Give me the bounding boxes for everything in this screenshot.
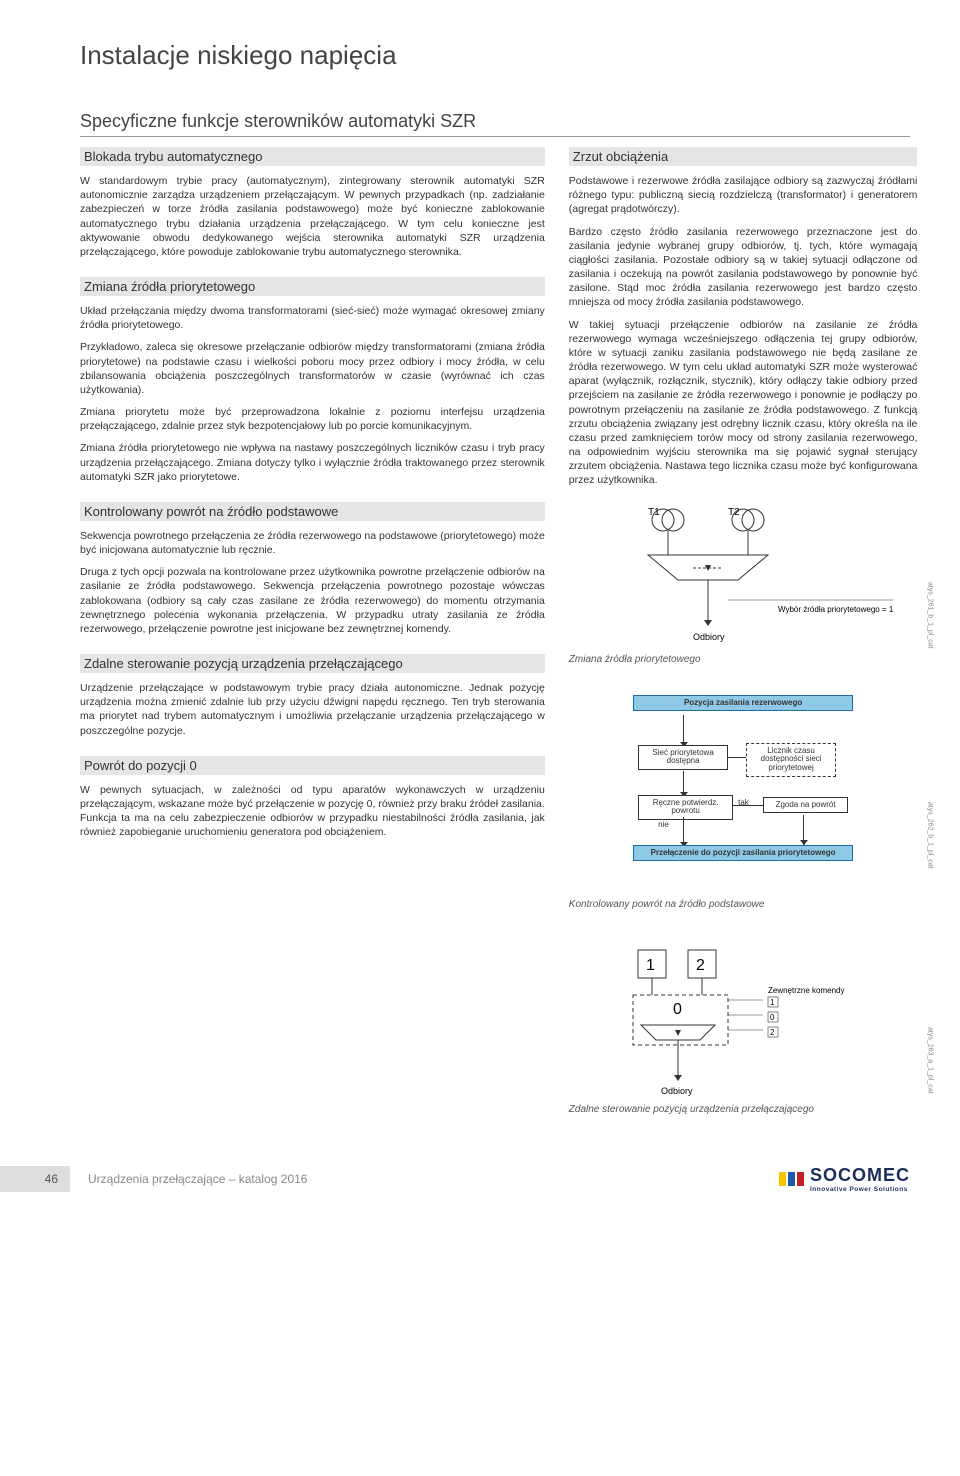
section-title: Specyficzne funkcje sterowników automaty… [80,111,910,137]
label-ext: Zewnętrzne komendy [768,986,844,995]
subheading-kontrolowany: Kontrolowany powrót na źródło podstawowe [80,502,545,521]
sidenote-2: atys_262_b_1_pl_cat [926,802,933,869]
caption-1: Zmiana źródła priorytetowego [569,654,918,665]
label-choice: Wybór źródła priorytetowego = 1 lub 2 [778,605,893,614]
subheading-zrzut: Zrzut obciążenia [569,147,918,166]
subheading-blokada: Blokada trybu automatycznego [80,147,545,166]
brand-logo: SOCOMEC Innovative Power Solutions [779,1165,910,1193]
content-columns: Blokada trybu automatycznego W standardo… [80,147,910,1115]
brand-sq-1 [779,1172,786,1186]
page-footer: 46 Urządzenia przełączające – katalog 20… [80,1165,910,1193]
left-column: Blokada trybu automatycznego W standardo… [80,147,545,1115]
subheading-zmiana: Zmiana źródła priorytetowego [80,277,545,296]
para: Sekwencja powrotnego przełączenia ze źró… [80,529,545,557]
figure-1: T1 T2 Wybór źródła priorytetowego = 1 lu… [569,500,918,665]
brand-name: SOCOMEC [810,1165,910,1186]
para: Zmiana priorytetu może być przeprowadzon… [80,405,545,433]
figure-3: 1 2 0 Odbiory Zewnętrzne komendy [569,940,918,1115]
para: Urządzenie przełączające w podstawowym t… [80,681,545,738]
label-odbiory3: Odbiory [661,1086,693,1096]
right-column: Zrzut obciążenia Podstawowe i rezerwowe … [569,147,918,1115]
page-title: Instalacje niskiego napięcia [80,40,910,71]
para: Bardzo często źródło zasilania rezerwowe… [569,225,918,310]
caption-3: Zdalne sterowanie pozycją urządzenia prz… [569,1104,918,1115]
flow-bottom: Przełączenie do pozycji zasilania priory… [633,845,853,862]
figure-2: Pozycja zasilania rezerwowego Sieć prior… [569,695,918,910]
label-odbiory: Odbiory [693,632,725,642]
page-number: 46 [0,1166,70,1192]
diagram3-svg: 1 2 0 Odbiory Zewnętrzne komendy [583,940,903,1100]
svg-text:0: 0 [770,1013,775,1022]
para: Zmiana źródła priorytetowego nie wpływa … [80,441,545,484]
sidenote-3: atys_263_a_1_pl_cat [926,1027,933,1094]
brand-sq-3 [797,1172,804,1186]
label-t2: T2 [728,507,740,518]
flow-b: Licznik czasu dostępności sieci prioryte… [746,743,836,777]
svg-text:2: 2 [770,1028,775,1037]
brand-slogan: Innovative Power Solutions [810,1186,910,1193]
label-n1: 1 [646,957,655,974]
flow-top: Pozycja zasilania rezerwowego [633,695,853,712]
flow-a: Sieć priorytetowa dostępna [638,745,728,771]
para: W standardowym trybie pracy (automatyczn… [80,174,545,259]
para: W pewnych sytuacjach, w zależności od ty… [80,783,545,840]
para: Przykładowo, zaleca się okresowe przełąc… [80,340,545,397]
label-nie: nie [658,820,669,829]
sidenote-1: atys_261_b_1_pl_cat [926,582,933,649]
svg-text:1: 1 [770,998,775,1007]
footer-title: Urządzenia przełączające – katalog 2016 [88,1172,761,1186]
subheading-zdalne: Zdalne sterowanie pozycją urządzenia prz… [80,654,545,673]
label-n0: 0 [673,1001,682,1018]
para: W takiej sytuacji przełączenie odbiorów … [569,318,918,488]
brand-sq-2 [788,1172,795,1186]
para: Druga z tych opcji pozwala na kontrolowa… [80,565,545,636]
label-n2: 2 [696,957,705,974]
caption-2: Kontrolowany powrót na źródło podstawowe [569,899,918,910]
diagram1-svg: T1 T2 Wybór źródła priorytetowego = 1 lu… [593,500,893,650]
label-t1: T1 [648,507,660,518]
para: Układ przełączania między dwoma transfor… [80,304,545,332]
flow-c: Ręczne potwierdz. powrotu [638,795,733,821]
para: Podstawowe i rezerwowe źródła zasilające… [569,174,918,217]
flow-d: Zgoda na powrót [763,797,848,814]
subheading-powrot0: Powrót do pozycji 0 [80,756,545,775]
